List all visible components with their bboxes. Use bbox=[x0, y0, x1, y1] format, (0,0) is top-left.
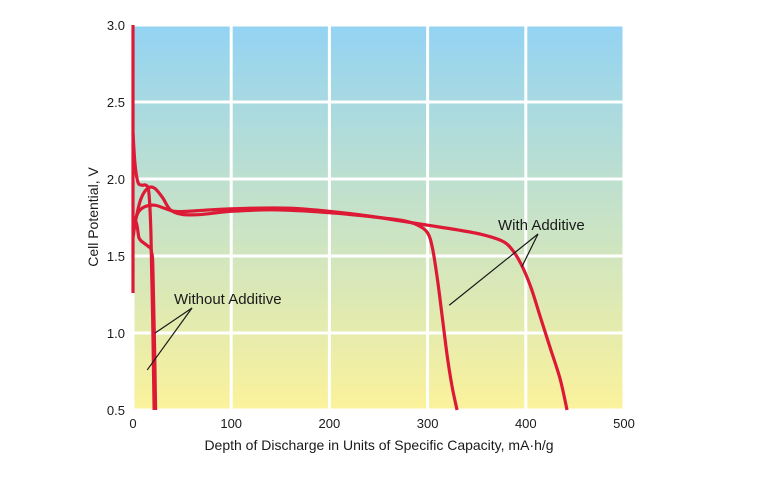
leader-without-1 bbox=[154, 307, 193, 334]
x-tick-label-3: 300 bbox=[417, 416, 439, 431]
y-tick-labels: 0.5 1.0 1.5 2.0 2.5 3.0 bbox=[107, 18, 125, 418]
x-tick-label-1: 100 bbox=[220, 416, 242, 431]
y-tick-label-4: 2.5 bbox=[107, 95, 125, 110]
series-line-3 bbox=[131, 203, 569, 411]
annotation-without-additive: Without Additive bbox=[174, 291, 282, 308]
x-tick-label-4: 400 bbox=[515, 416, 537, 431]
annotation-leaders bbox=[146, 233, 539, 371]
y-tick-label-1: 1.0 bbox=[107, 326, 125, 341]
x-tick-labels: 0 100 200 300 400 500 bbox=[129, 416, 634, 431]
leader-with-1 bbox=[448, 233, 539, 306]
x-axis-label: Depth of Discharge in Units of Specific … bbox=[204, 437, 553, 453]
y-tick-label-5: 3.0 bbox=[107, 18, 125, 33]
leader-without-2 bbox=[146, 307, 193, 371]
y-tick-label-2: 1.5 bbox=[107, 249, 125, 264]
y-tick-label-0: 0.5 bbox=[107, 403, 125, 418]
series-line-2 bbox=[131, 185, 459, 411]
series-line-1 bbox=[132, 216, 158, 411]
x-tick-label-0: 0 bbox=[129, 416, 136, 431]
y-tick-label-3: 2.0 bbox=[107, 172, 125, 187]
annotation-with-additive: With Additive bbox=[498, 217, 585, 234]
leader-with-2 bbox=[521, 233, 539, 268]
x-tick-label-2: 200 bbox=[319, 416, 341, 431]
series-layer bbox=[131, 25, 569, 411]
x-tick-label-5: 500 bbox=[613, 416, 635, 431]
y-axis-label: Cell Potential, V bbox=[85, 167, 101, 267]
grid-lines bbox=[131, 23, 626, 412]
